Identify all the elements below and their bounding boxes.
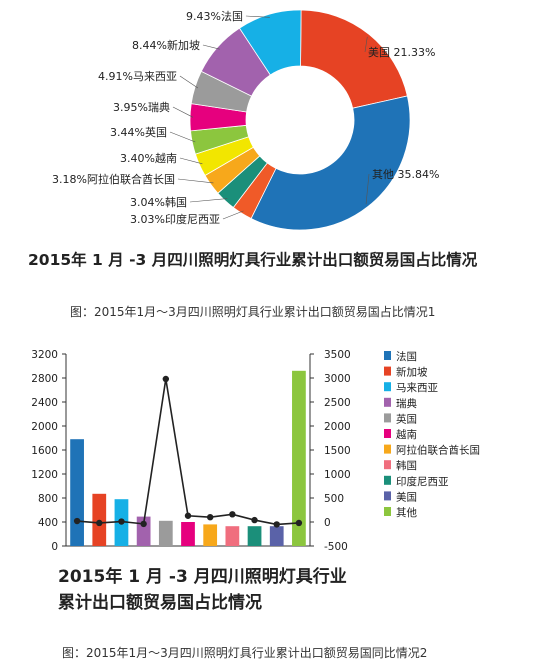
donut-leader-7 bbox=[169, 131, 196, 143]
combo-chart-title-line-1: 2015年 1 月 -3 月四川照明灯具行业 bbox=[58, 567, 347, 587]
right-tick-label-5: 2000 bbox=[324, 421, 351, 433]
legend-label-1: 法国 bbox=[396, 350, 417, 363]
left-tick-label-4: 1600 bbox=[31, 445, 58, 457]
donut-label-7: 3.44%英国 bbox=[110, 125, 167, 139]
donut-slice-2 bbox=[250, 95, 411, 231]
combo-chart: 0 400 800 1200 1600 2000 2400 2800 3200 -500 0 500… bbox=[31, 349, 480, 553]
line-point-2 bbox=[96, 519, 103, 527]
figure-caption-1: 图：2015年1月～3月四川照明灯具行业累计出口额贸易国占比情况1 bbox=[70, 305, 436, 319]
line-point-4 bbox=[140, 520, 147, 528]
line-point-10 bbox=[273, 521, 280, 528]
left-tick-label-0: 0 bbox=[51, 541, 58, 553]
right-tick-label-2: 500 bbox=[324, 493, 344, 505]
line-point-3 bbox=[118, 518, 125, 525]
line-point-5 bbox=[162, 375, 170, 383]
legend-swatch-3 bbox=[384, 382, 391, 392]
combo-chart-title-line-2: 累计出口额贸易国占比情况 bbox=[58, 593, 262, 613]
legend-swatch-5 bbox=[384, 413, 391, 423]
line-point-7 bbox=[206, 514, 214, 521]
legend-label-7: 阿拉伯联合酋长国 bbox=[396, 444, 480, 457]
donut-chart-title: 2015年 1 月 -3 月四川照明灯具行业累计出口额贸易国占比情况 bbox=[28, 251, 478, 269]
bar-10 bbox=[269, 526, 284, 546]
right-tick-label-8: 3500 bbox=[324, 349, 351, 361]
legend-swatch-10 bbox=[384, 491, 391, 501]
left-tick-label-7: 2800 bbox=[31, 373, 58, 385]
donut-label-1: 美国 21.33% bbox=[368, 46, 435, 59]
donut-leader-9 bbox=[179, 75, 199, 89]
bar-11 bbox=[292, 370, 306, 546]
donut-label-5: 3.18%阿拉伯联合酋长国 bbox=[52, 172, 175, 186]
legend-swatch-6 bbox=[384, 429, 391, 438]
donut-leader-3 bbox=[222, 210, 244, 220]
figure-caption-2: 图：2015年1月～3月四川照明灯具行业累计出口额贸易国同比情况2 bbox=[62, 646, 428, 660]
legend-swatch-8 bbox=[384, 460, 391, 470]
left-tick-label-1: 400 bbox=[38, 517, 58, 529]
donut-leader-8 bbox=[172, 106, 194, 118]
left-tick-label-3: 1200 bbox=[31, 469, 58, 481]
legend-label-10: 美国 bbox=[396, 490, 417, 503]
right-tick-label-7: 3000 bbox=[324, 373, 351, 385]
legend-label-2: 新加坡 bbox=[396, 366, 428, 379]
legend-label-4: 瑞典 bbox=[396, 397, 417, 410]
right-tick-label-4: 1500 bbox=[324, 445, 351, 457]
bar-1 bbox=[70, 439, 84, 546]
donut-label-2: 其他 35.84% bbox=[372, 168, 439, 181]
legend-swatch-2 bbox=[384, 366, 391, 376]
right-tick-label-0: -500 bbox=[324, 541, 348, 553]
bar-9 bbox=[247, 526, 262, 546]
combo-chart-title: 2015年 1 月 -3 月四川照明灯具行业 累计出口额贸易国占比情况 bbox=[58, 564, 347, 616]
line-point-1 bbox=[73, 517, 81, 525]
donut-label-10: 8.44%新加坡 bbox=[132, 38, 200, 52]
line-point-11 bbox=[295, 519, 303, 527]
legend-swatch-4 bbox=[384, 397, 391, 407]
left-tick-label-2: 800 bbox=[38, 493, 58, 505]
line-point-8 bbox=[229, 511, 236, 518]
donut-leader-2 bbox=[365, 173, 370, 205]
legend-swatch-11 bbox=[384, 507, 391, 516]
donut-label-3: 3.03%印度尼西亚 bbox=[130, 212, 220, 226]
donut-label-9: 4.91%马来西亚 bbox=[98, 70, 177, 83]
donut-leader-11 bbox=[245, 15, 270, 18]
line-point-9 bbox=[251, 516, 258, 524]
bar-8 bbox=[225, 526, 240, 546]
legend-label-6: 越南 bbox=[396, 428, 417, 441]
donut-leader-10 bbox=[202, 44, 220, 50]
legend-label-9: 印度尼西亚 bbox=[396, 475, 449, 488]
donut-leader-4 bbox=[189, 198, 228, 203]
left-tick-label-6: 2400 bbox=[31, 397, 58, 409]
donut-slice-1 bbox=[300, 9, 408, 109]
yoy-line bbox=[77, 378, 299, 526]
left-tick-label-5: 2000 bbox=[31, 421, 58, 433]
bar-6 bbox=[181, 522, 195, 546]
donut-label-6: 3.40%越南 bbox=[120, 151, 177, 165]
legend-label-5: 英国 bbox=[396, 412, 417, 425]
donut-leader-1 bbox=[364, 36, 368, 53]
line-point-6 bbox=[184, 512, 192, 519]
donut-label-11: 9.43%法国 bbox=[186, 9, 243, 23]
right-tick-label-1: 0 bbox=[324, 517, 331, 529]
legend-swatch-1 bbox=[384, 351, 391, 360]
donut-leader-5 bbox=[177, 178, 214, 184]
donut-slice-11 bbox=[238, 9, 302, 76]
right-tick-label-3: 1000 bbox=[324, 469, 351, 481]
bar-7 bbox=[203, 524, 218, 546]
legend-swatch-9 bbox=[384, 475, 391, 485]
bar-5 bbox=[158, 520, 173, 546]
donut-chart: 美国 21.33% 其他 35.84% 3.03%印度尼西亚 3.04%韩国 3.18%… bbox=[52, 9, 439, 231]
donut-leader-6 bbox=[179, 157, 203, 165]
legend-swatch-7 bbox=[384, 444, 391, 454]
donut-label-4: 3.04%韩国 bbox=[130, 195, 187, 209]
legend-label-3: 马来西亚 bbox=[396, 382, 438, 394]
right-tick-label-6: 2500 bbox=[324, 397, 351, 409]
legend-label-11: 其他 bbox=[396, 506, 417, 519]
left-tick-label-8: 3200 bbox=[31, 349, 58, 361]
donut-label-8: 3.95%瑞典 bbox=[113, 100, 170, 114]
legend-label-8: 韩国 bbox=[396, 459, 417, 472]
